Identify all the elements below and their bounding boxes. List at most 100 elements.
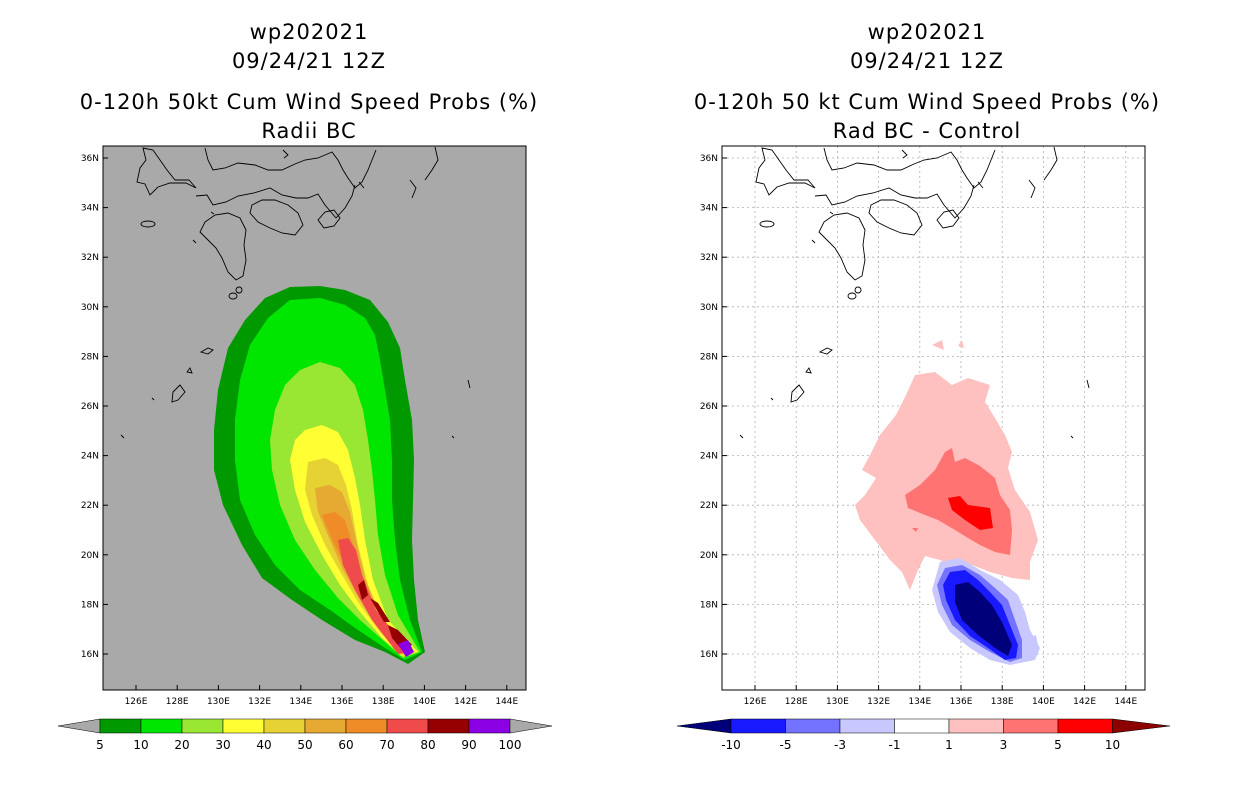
colorbar-swatch bbox=[1057, 718, 1113, 734]
right-map: 16N 18N 20N 22N 24N 26N 28N 30N 32N 34N 36N 126E 128… bbox=[700, 145, 1146, 707]
colorbar-swatch bbox=[222, 718, 265, 734]
colorbar-swatch bbox=[730, 718, 786, 734]
lat-label: 36N bbox=[700, 154, 718, 164]
left-panel-title: wp202021 09/24/21 12Z 0-120h 50kt Cum Wi… bbox=[30, 18, 588, 146]
left-storm-id: wp202021 bbox=[249, 20, 369, 44]
lon-label: 136E bbox=[331, 697, 354, 707]
colorbar-swatch bbox=[140, 718, 183, 734]
colorbar-low-arrow bbox=[676, 718, 732, 734]
right-axes: 16N 18N 20N 22N 24N 26N 28N 30N 32N 34N 36N 126E 128… bbox=[700, 154, 1138, 707]
colorbar-label: 70 bbox=[379, 738, 394, 752]
lat-label: 20N bbox=[700, 551, 718, 561]
colorbar-label: -5 bbox=[780, 738, 792, 752]
colorbar-swatch bbox=[1003, 718, 1059, 734]
diff-5-10-region bbox=[948, 496, 993, 530]
lon-label: 138E bbox=[991, 697, 1014, 707]
left-subtitle: Radii BC bbox=[261, 119, 357, 143]
lon-label: 130E bbox=[207, 697, 230, 707]
lat-label: 18N bbox=[700, 600, 718, 610]
prob-80-region bbox=[358, 580, 412, 650]
left-probability-contours bbox=[214, 286, 425, 664]
lon-label: 134E bbox=[289, 697, 312, 707]
colorbar-swatch bbox=[839, 718, 895, 734]
colorbar-label: 5 bbox=[1054, 738, 1062, 752]
diff-below-neg10-region bbox=[955, 582, 1012, 656]
lat-label: 28N bbox=[700, 352, 718, 362]
lat-label: 16N bbox=[81, 650, 99, 660]
lon-label: 138E bbox=[372, 697, 395, 707]
colorbar-swatch bbox=[263, 718, 306, 734]
lat-label: 36N bbox=[81, 154, 99, 164]
lat-label: 24N bbox=[700, 452, 718, 462]
left-map: 16N 18N 20N 22N 24N 26N 28N 30N 32N 34N 36N 126E 128… bbox=[81, 145, 527, 707]
colorbar-high-arrow bbox=[1112, 718, 1171, 734]
colorbar-label: 3 bbox=[1000, 738, 1008, 752]
lat-label: 32N bbox=[81, 253, 99, 263]
colorbar-label: 10 bbox=[133, 738, 148, 752]
right-map-frame bbox=[721, 145, 1146, 691]
lat-label: 34N bbox=[700, 204, 718, 214]
lon-label: 144E bbox=[495, 697, 518, 707]
colorbar-label: 50 bbox=[297, 738, 312, 752]
colorbar-label: -1 bbox=[889, 738, 901, 752]
colorbar-swatch bbox=[304, 718, 347, 734]
right-colorbar: -10 -5 -3 -1 1 3 5 10 bbox=[676, 718, 1171, 752]
lon-label: 132E bbox=[867, 697, 890, 707]
lon-label: 142E bbox=[454, 697, 477, 707]
colorbar-swatch bbox=[894, 718, 950, 734]
right-difference-contours bbox=[855, 340, 1040, 665]
lat-label: 26N bbox=[81, 402, 99, 412]
colorbar-swatch bbox=[345, 718, 388, 734]
lat-label: 26N bbox=[700, 402, 718, 412]
colorbar-label: 1 bbox=[945, 738, 953, 752]
lat-label: 28N bbox=[81, 352, 99, 362]
lon-label: 126E bbox=[125, 697, 148, 707]
colorbar-swatch bbox=[468, 718, 511, 734]
colorbar-label: -10 bbox=[721, 738, 741, 752]
lat-label: 34N bbox=[81, 204, 99, 214]
colorbar-high-arrow bbox=[509, 718, 553, 734]
lon-label: 144E bbox=[1114, 697, 1137, 707]
colorbar-label: 100 bbox=[499, 738, 522, 752]
colorbar-label: 20 bbox=[174, 738, 189, 752]
right-storm-id: wp202021 bbox=[867, 20, 987, 44]
left-colorbar: 5 10 20 30 40 50 60 70 80 90 100 bbox=[57, 718, 553, 752]
colorbar-swatch bbox=[948, 718, 1004, 734]
right-panel-title: wp202021 09/24/21 12Z 0-120h 50 kt Cum W… bbox=[648, 18, 1206, 146]
lat-label: 24N bbox=[81, 452, 99, 462]
colorbar-swatch bbox=[99, 718, 142, 734]
right-subtitle: Rad BC - Control bbox=[832, 119, 1022, 143]
lat-label: 22N bbox=[700, 501, 718, 511]
colorbar-label: 30 bbox=[215, 738, 230, 752]
lon-label: 130E bbox=[826, 697, 849, 707]
colorbar-swatch bbox=[181, 718, 224, 734]
colorbar-label: 80 bbox=[420, 738, 435, 752]
lon-label: 140E bbox=[1032, 697, 1055, 707]
lon-label: 136E bbox=[950, 697, 973, 707]
right-date: 09/24/21 12Z bbox=[849, 49, 1005, 73]
lat-label: 30N bbox=[81, 303, 99, 313]
colorbar-swatch bbox=[386, 718, 429, 734]
colorbar-label: 60 bbox=[338, 738, 353, 752]
lat-label: 30N bbox=[700, 303, 718, 313]
lon-label: 132E bbox=[248, 697, 271, 707]
lon-label: 126E bbox=[744, 697, 767, 707]
left-date: 09/24/21 12Z bbox=[231, 49, 387, 73]
colorbar-label: 40 bbox=[256, 738, 271, 752]
prob-70-region bbox=[338, 538, 410, 654]
lat-label: 32N bbox=[700, 253, 718, 263]
left-axes: 16N 18N 20N 22N 24N 26N 28N 30N 32N 34N 36N 126E 128… bbox=[81, 154, 519, 707]
left-map-frame bbox=[102, 145, 527, 691]
lon-label: 140E bbox=[413, 697, 436, 707]
lon-label: 128E bbox=[166, 697, 189, 707]
lat-label: 18N bbox=[81, 600, 99, 610]
prob-90-region bbox=[398, 640, 414, 657]
colorbar-label: 5 bbox=[96, 738, 104, 752]
lon-label: 134E bbox=[908, 697, 931, 707]
left-product: 0-120h 50kt Cum Wind Speed Probs (%) bbox=[79, 90, 539, 114]
lat-label: 20N bbox=[81, 551, 99, 561]
lat-label: 22N bbox=[81, 501, 99, 511]
lat-label: 16N bbox=[700, 650, 718, 660]
right-product: 0-120h 50 kt Cum Wind Speed Probs (%) bbox=[693, 90, 1161, 114]
colorbar-swatch bbox=[785, 718, 841, 734]
